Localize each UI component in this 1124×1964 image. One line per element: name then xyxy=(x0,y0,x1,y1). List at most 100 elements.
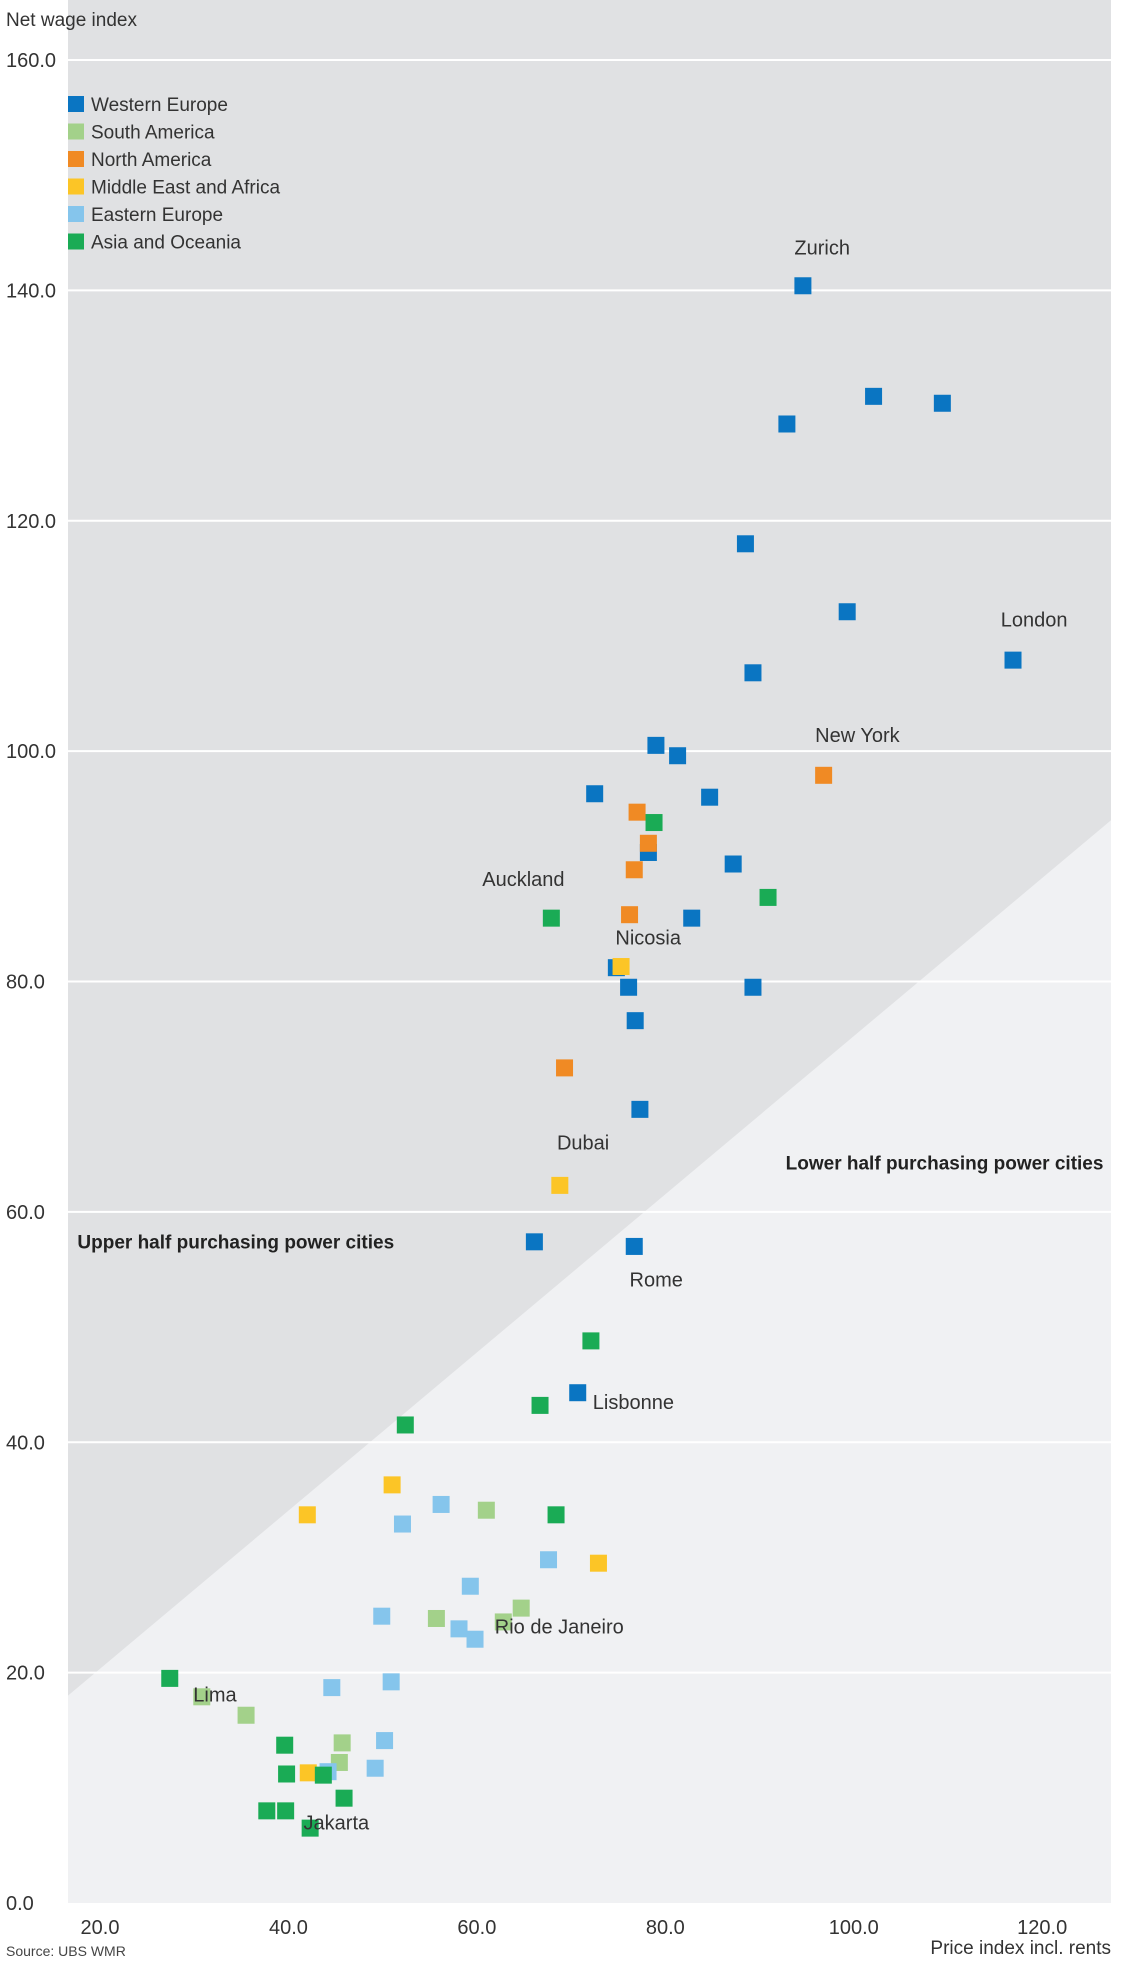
legend-swatch-north-america xyxy=(68,151,84,167)
city-label: Lima xyxy=(193,1684,237,1706)
y-tick-label: 140.0 xyxy=(6,280,56,302)
region-labels: Upper half purchasing power cities Lower … xyxy=(77,1153,1103,1253)
city-label: Zurich xyxy=(794,238,850,260)
y-tick-label: 80.0 xyxy=(6,972,45,994)
city-label: Rio de Janeiro xyxy=(495,1616,624,1638)
point-north-america xyxy=(625,861,643,879)
point-western-europe xyxy=(586,785,604,803)
legend-swatch-south-america xyxy=(68,123,84,140)
point-asia-and-oceania xyxy=(161,1669,179,1687)
city-annotations: Zurich London New York Auckland Nicosia Dubai… xyxy=(193,238,1067,1835)
point-middle-east-and-africa xyxy=(612,958,630,976)
point-western-europe xyxy=(838,603,856,621)
plot-area-lower xyxy=(68,820,1111,1903)
city-label: Dubai xyxy=(557,1133,609,1155)
point-eastern-europe xyxy=(432,1495,450,1513)
region-label-lower: Lower half purchasing power cities xyxy=(786,1153,1104,1174)
x-tick-label: 100.0 xyxy=(829,1917,879,1939)
point-western-europe xyxy=(625,1237,643,1255)
y-tick-label: 160.0 xyxy=(6,50,56,72)
point-south-america xyxy=(193,1688,211,1706)
city-label: Auckland xyxy=(482,869,564,891)
legend-swatch-asia-and-oceania xyxy=(68,233,84,250)
city-label: Rome xyxy=(630,1270,683,1292)
gridlines xyxy=(68,59,1111,1674)
point-western-europe xyxy=(701,788,719,806)
point-western-europe xyxy=(631,1100,649,1118)
point-eastern-europe xyxy=(366,1759,384,1777)
axes: 0.0 20.0 40.0 60.0 80.0 100.0 120.0 140.0 160.0 2… xyxy=(6,50,1067,1939)
point-eastern-europe xyxy=(323,1679,341,1697)
region-label-upper: Upper half purchasing power cities xyxy=(77,1233,394,1254)
point-middle-east-and-africa xyxy=(383,1476,401,1494)
point-asia-and-oceania xyxy=(258,1802,276,1820)
point-western-europe xyxy=(744,978,762,996)
point-asia-and-oceania xyxy=(759,888,777,906)
city-label: Jakarta xyxy=(304,1812,370,1834)
x-tick-label: 80.0 xyxy=(646,1917,685,1939)
point-south-america xyxy=(237,1706,255,1724)
plot-background xyxy=(68,0,1111,1903)
y-tick-label: 60.0 xyxy=(6,1202,45,1224)
point-north-america xyxy=(815,766,833,784)
point-eastern-europe xyxy=(373,1607,391,1625)
legend-label-western-europe: Western Europe xyxy=(91,95,228,116)
city-label: Nicosia xyxy=(615,928,681,950)
point-eastern-europe xyxy=(461,1577,479,1595)
point-asia-and-oceania xyxy=(278,1765,296,1783)
point-eastern-europe xyxy=(466,1630,484,1648)
point-asia-and-oceania xyxy=(542,909,560,927)
x-tick-label: 20.0 xyxy=(81,1917,120,1939)
point-north-america xyxy=(628,803,646,821)
point-eastern-europe xyxy=(376,1732,394,1750)
point-western-europe xyxy=(865,387,883,405)
legend: Western Europe South America North America… xyxy=(68,95,280,254)
point-south-america xyxy=(494,1613,512,1631)
y-tick-label: 100.0 xyxy=(6,741,56,763)
city-label: Lisbonne xyxy=(593,1392,674,1414)
legend-label-south-america: South America xyxy=(91,123,215,144)
point-western-europe xyxy=(1004,651,1022,669)
legend-swatch-western-europe xyxy=(68,96,84,112)
x-tick-label: 120.0 xyxy=(1017,1917,1067,1939)
point-western-europe xyxy=(525,1233,543,1251)
point-middle-east-and-africa xyxy=(299,1764,317,1782)
legend-label-asia-and-oceania: Asia and Oceania xyxy=(91,233,241,254)
y-axis-title: Net wage index xyxy=(6,10,137,31)
y-tick-label: 40.0 xyxy=(6,1432,45,1454)
point-eastern-europe xyxy=(450,1620,468,1638)
point-asia-and-oceania xyxy=(301,1819,319,1837)
point-south-america xyxy=(427,1609,445,1627)
point-south-america xyxy=(512,1599,530,1617)
point-western-europe xyxy=(794,277,812,295)
y-tick-label: 120.0 xyxy=(6,511,56,533)
legend-swatch-middle-east-and-africa xyxy=(68,178,84,195)
point-eastern-europe xyxy=(393,1515,411,1533)
point-north-america xyxy=(556,1059,574,1077)
data-points xyxy=(161,277,1022,1837)
point-asia-and-oceania xyxy=(314,1766,332,1784)
point-western-europe xyxy=(736,535,754,553)
point-western-europe xyxy=(647,736,665,754)
point-western-europe xyxy=(626,1012,644,1030)
legend-label-middle-east-and-africa: Middle East and Africa xyxy=(91,178,280,199)
point-western-europe xyxy=(778,415,796,433)
city-label: New York xyxy=(815,725,900,747)
x-tick-label: 40.0 xyxy=(269,1917,308,1939)
point-western-europe xyxy=(669,747,687,765)
city-label: London xyxy=(1001,610,1068,632)
y-tick-label: 20.0 xyxy=(6,1663,45,1685)
point-asia-and-oceania xyxy=(531,1396,549,1414)
y-tick-label: 0.0 xyxy=(6,1893,34,1915)
source-note: Source: UBS WMR xyxy=(6,1943,126,1959)
point-western-europe xyxy=(683,909,701,927)
legend-label-eastern-europe: Eastern Europe xyxy=(91,205,223,226)
point-western-europe xyxy=(933,394,951,412)
point-asia-and-oceania xyxy=(335,1789,353,1807)
x-axis-title: Price index incl. rents xyxy=(930,1938,1111,1959)
point-north-america xyxy=(621,906,639,924)
point-western-europe xyxy=(569,1384,587,1402)
legend-swatch-eastern-europe xyxy=(68,206,84,222)
